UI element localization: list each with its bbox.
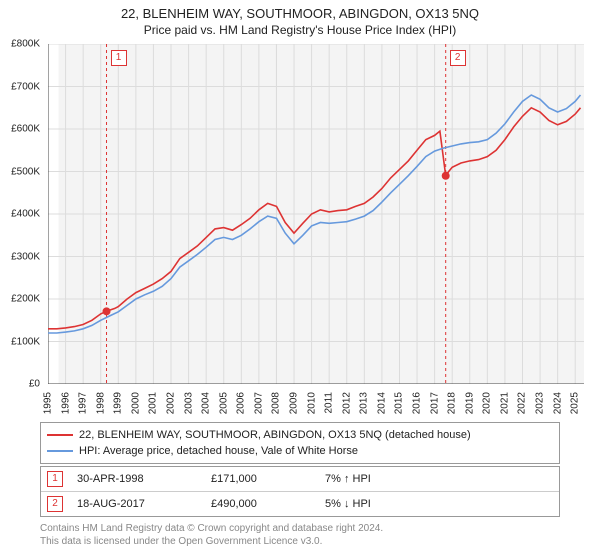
chart-area: 12 xyxy=(48,44,584,384)
x-tick-label: 2009 xyxy=(289,392,300,414)
x-tick-label: 2021 xyxy=(499,392,510,414)
y-tick-label: £100K xyxy=(11,336,40,347)
marker-table: 1 30-APR-1998 £171,000 7% ↑ HPI 2 18-AUG-2017… xyxy=(40,466,560,517)
marker-table-row: 2 18-AUG-2017 £490,000 5% ↓ HPI xyxy=(41,491,559,516)
y-tick-label: £500K xyxy=(11,166,40,177)
x-tick-label: 2004 xyxy=(201,392,212,414)
title-block: 22, BLENHEIM WAY, SOUTHMOOR, ABINGDON, O… xyxy=(0,0,600,37)
marker-badge: 2 xyxy=(47,496,63,512)
y-tick-label: £400K xyxy=(11,209,40,220)
marker-date: 18-AUG-2017 xyxy=(77,498,197,510)
y-tick-label: £200K xyxy=(11,294,40,305)
y-tick-label: £800K xyxy=(11,39,40,50)
x-tick-label: 2025 xyxy=(570,392,581,414)
x-tick-label: 2002 xyxy=(166,392,177,414)
x-tick-label: 2006 xyxy=(236,392,247,414)
legend-row: 22, BLENHEIM WAY, SOUTHMOOR, ABINGDON, O… xyxy=(47,427,553,443)
marker-price: £171,000 xyxy=(211,473,311,485)
marker-pct: 7% ↑ HPI xyxy=(325,473,553,485)
marker-badge: 1 xyxy=(47,471,63,487)
legend-label: HPI: Average price, detached house, Vale… xyxy=(79,443,358,459)
y-tick-label: £0 xyxy=(29,379,40,390)
x-tick-label: 2000 xyxy=(130,392,141,414)
chart-marker-badge: 2 xyxy=(450,50,466,66)
x-tick-label: 2010 xyxy=(306,392,317,414)
marker-price: £490,000 xyxy=(211,498,311,510)
y-tick-label: £700K xyxy=(11,81,40,92)
x-tick-label: 2001 xyxy=(148,392,159,414)
footer-text: Contains HM Land Registry data © Crown c… xyxy=(40,522,560,548)
footer-line-1: Contains HM Land Registry data © Crown c… xyxy=(40,522,560,535)
page: 22, BLENHEIM WAY, SOUTHMOOR, ABINGDON, O… xyxy=(0,0,600,560)
legend-line-swatch xyxy=(47,434,73,436)
chart-marker-badge: 1 xyxy=(111,50,127,66)
y-axis-labels: £0£100K£200K£300K£400K£500K£600K£700K£80… xyxy=(0,44,44,384)
x-tick-label: 2005 xyxy=(218,392,229,414)
legend-box: 22, BLENHEIM WAY, SOUTHMOOR, ABINGDON, O… xyxy=(40,422,560,464)
marker-pct: 5% ↓ HPI xyxy=(325,498,553,510)
marker-table-row: 1 30-APR-1998 £171,000 7% ↑ HPI xyxy=(41,467,559,491)
y-tick-label: £300K xyxy=(11,251,40,262)
x-tick-label: 2012 xyxy=(341,392,352,414)
x-tick-label: 2008 xyxy=(271,392,282,414)
marker-date: 30-APR-1998 xyxy=(77,473,197,485)
chart-svg xyxy=(48,44,584,384)
x-tick-label: 2014 xyxy=(376,392,387,414)
x-tick-label: 2019 xyxy=(464,392,475,414)
legend-row: HPI: Average price, detached house, Vale… xyxy=(47,443,553,459)
x-tick-label: 2018 xyxy=(447,392,458,414)
x-tick-label: 1997 xyxy=(78,392,89,414)
x-tick-label: 2022 xyxy=(517,392,528,414)
x-tick-label: 1998 xyxy=(95,392,106,414)
x-tick-label: 2024 xyxy=(552,392,563,414)
y-tick-label: £600K xyxy=(11,124,40,135)
chart-subtitle: Price paid vs. HM Land Registry's House … xyxy=(0,23,600,37)
x-tick-label: 2011 xyxy=(324,392,335,414)
x-tick-label: 2003 xyxy=(183,392,194,414)
x-tick-label: 2015 xyxy=(394,392,405,414)
x-tick-label: 1996 xyxy=(60,392,71,414)
x-tick-label: 2013 xyxy=(359,392,370,414)
footer-line-2: This data is licensed under the Open Gov… xyxy=(40,535,560,548)
legend-line-swatch xyxy=(47,450,73,452)
x-tick-label: 2016 xyxy=(412,392,423,414)
x-tick-label: 2017 xyxy=(429,392,440,414)
legend-label: 22, BLENHEIM WAY, SOUTHMOOR, ABINGDON, O… xyxy=(79,427,471,443)
x-tick-label: 1995 xyxy=(43,392,54,414)
x-tick-label: 2007 xyxy=(253,392,264,414)
x-tick-label: 1999 xyxy=(113,392,124,414)
x-tick-label: 2020 xyxy=(482,392,493,414)
chart-title: 22, BLENHEIM WAY, SOUTHMOOR, ABINGDON, O… xyxy=(0,6,600,21)
x-tick-label: 2023 xyxy=(535,392,546,414)
